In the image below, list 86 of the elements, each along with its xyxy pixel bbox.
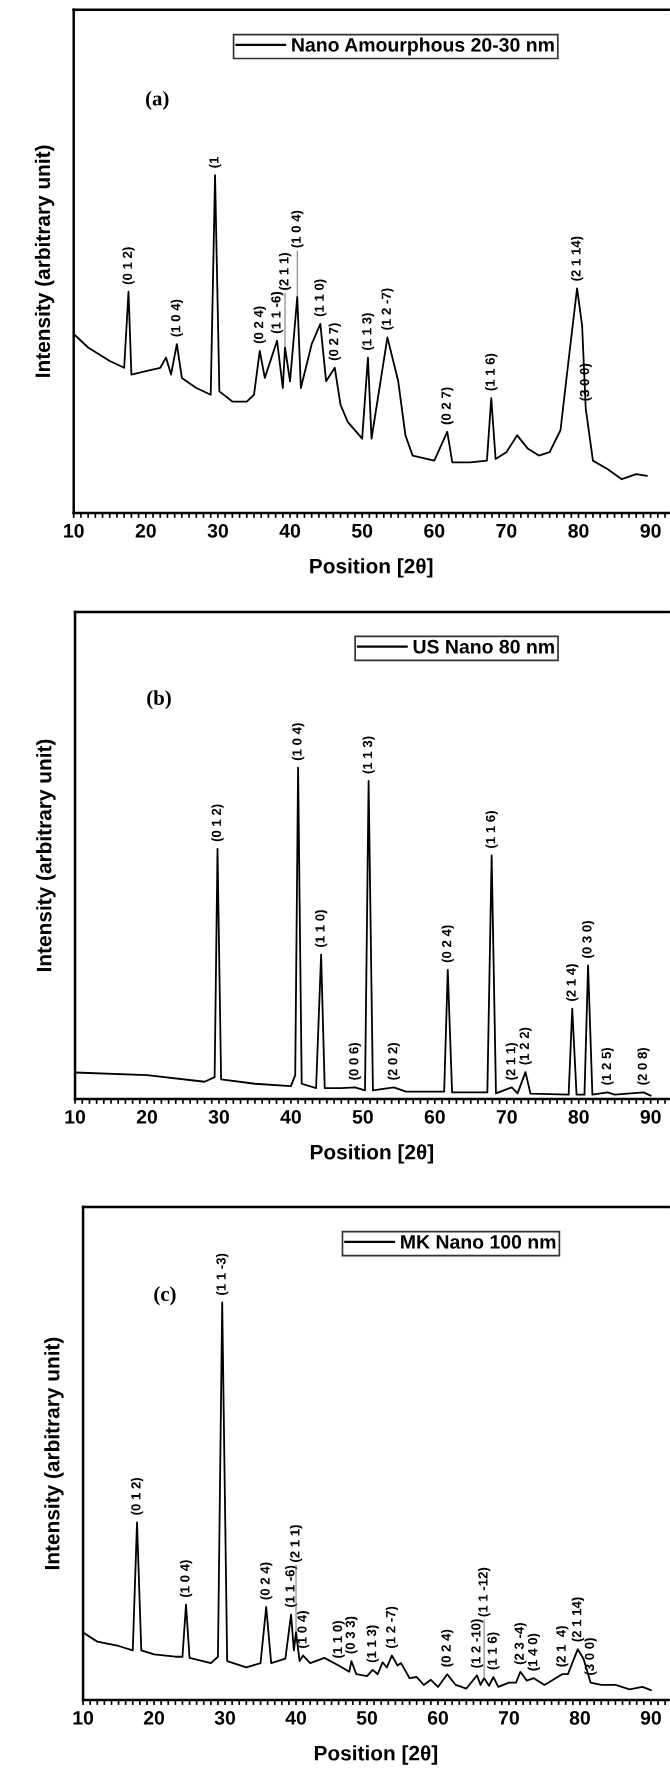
annotation: (2 1 4) — [556, 1626, 569, 1667]
annotation: (1 1 -6) — [284, 1565, 298, 1607]
annotation: (0 2 4) — [441, 925, 454, 963]
x-tick-label: 40 — [279, 523, 301, 538]
y-axis-title: Intensity (arbitrary unit) — [44, 1337, 64, 1570]
annotation: (1 0 4) — [291, 723, 305, 761]
x-tick-label: 30 — [214, 1710, 236, 1725]
annotation: (1 1 3) — [366, 1625, 379, 1663]
annotation: (2 3 -4) — [514, 1623, 527, 1665]
annotation: (1 — [208, 156, 222, 168]
x-tick-label: 80 — [568, 1109, 589, 1124]
annotation: (1 0 4) — [296, 1611, 310, 1648]
annotation: (0 2 4) — [253, 306, 266, 344]
annotation: (0 0 6) — [348, 1042, 362, 1080]
annotation: (0 2 4) — [260, 1562, 273, 1600]
annotation: (1 1 6) — [485, 353, 498, 391]
annotation: (1 2 -10) — [470, 1619, 484, 1668]
annotation: (1 1 6) — [485, 811, 498, 848]
x-tick-label: 10 — [64, 523, 84, 538]
annotation: (0 2 7) — [441, 387, 454, 425]
annotation: (1 1 0) — [314, 279, 327, 317]
x-tick-label: 80 — [568, 523, 589, 538]
annotation: (c) — [154, 1286, 176, 1306]
legend-label: US Nano 80 nm — [413, 639, 554, 654]
annotation: (2 1 4) — [566, 964, 579, 1001]
y-axis-title: Intensity (arbitrary unit) — [34, 145, 55, 377]
legend-label: MK Nano 100 nm — [401, 1235, 556, 1249]
x-tick-label: 60 — [427, 1710, 448, 1725]
x-tick-label: 80 — [569, 1710, 590, 1725]
annotation: (0 3 3) — [345, 1616, 358, 1654]
x-tick-label: 70 — [498, 1710, 519, 1725]
x-tick-label: 20 — [135, 523, 156, 538]
annotation: (1 1 0) — [332, 1621, 345, 1658]
legend-label: Nano Amourphous 20-30 nm — [292, 37, 554, 56]
annotation: (2 0 2) — [387, 1042, 400, 1080]
x-tick-label: 50 — [351, 523, 373, 538]
annotation: (0 1 2) — [122, 247, 135, 285]
x-tick-label: 70 — [496, 523, 517, 538]
annotation: (1 0 4) — [179, 1560, 193, 1598]
x-tick-label: 90 — [640, 523, 661, 538]
text: (a) — [146, 90, 169, 110]
x-axis-title: Position [2θ] — [314, 1745, 438, 1765]
x-tick-label: 60 — [424, 1109, 445, 1124]
annotation: (0 2 4) — [441, 1629, 454, 1667]
annotation: (1 1 0) — [314, 910, 328, 947]
x-tick-label: 50 — [356, 1710, 378, 1725]
annotation: (1 1 -12) — [477, 1567, 491, 1617]
annotation: (1 1 -6) — [270, 291, 284, 334]
x-axis-title: Position [2θ] — [310, 558, 433, 578]
x-tick-label: 40 — [285, 1710, 307, 1725]
annotation: (1 0 4) — [291, 210, 304, 248]
annotation: (0 3 0) — [581, 921, 595, 958]
x-tick-label: 50 — [352, 1109, 373, 1124]
annotation: (2 1 14) — [571, 1597, 584, 1642]
annotation: (1 2 2) — [519, 1027, 532, 1065]
annotation: (1 1 3) — [361, 313, 375, 351]
annotation: (1 0 4) — [170, 299, 183, 337]
annotation: (1 1 3) — [362, 736, 375, 774]
x-tick-label: 70 — [496, 1109, 517, 1124]
y-axis-title: Intensity (arbitrary unit) — [36, 739, 56, 972]
annotation: (0 1 2) — [211, 804, 224, 842]
annotation: (1 1 6) — [487, 1632, 500, 1670]
x-tick-label: 90 — [640, 1710, 661, 1725]
x-tick-label: 90 — [640, 1109, 661, 1124]
annotation: (0 2 7) — [328, 323, 341, 361]
text: (b) — [147, 690, 171, 710]
x-tick-label: 60 — [424, 523, 445, 538]
x-tick-label: 20 — [136, 1109, 158, 1124]
annotation: (1 1 -3) — [216, 1253, 229, 1295]
annotation: (2 1 14) — [570, 236, 584, 281]
annotation: (2 1 1) — [278, 253, 292, 290]
x-tick-label: 10 — [73, 1710, 94, 1725]
annotation: (2 1 1) — [505, 1042, 518, 1080]
x-tick-label: 20 — [143, 1710, 165, 1725]
x-tick-label: 30 — [207, 523, 228, 538]
annotation: (1 2 -7) — [381, 288, 394, 330]
annotation: (1 2 5) — [601, 1047, 614, 1085]
x-tick-label: 30 — [208, 1109, 229, 1124]
annotation: (1 4 0) — [527, 1633, 540, 1671]
annotation: (2 1 1) — [289, 1525, 303, 1562]
annotation: (1 2 -7) — [385, 1606, 398, 1648]
annotation: (2 0 8) — [637, 1047, 650, 1085]
x-tick-label: 10 — [65, 1109, 86, 1124]
x-axis-title: Position [2θ] — [310, 1144, 434, 1164]
x-tick-label: 40 — [280, 1109, 301, 1124]
annotation: (0 1 2) — [130, 1477, 144, 1515]
